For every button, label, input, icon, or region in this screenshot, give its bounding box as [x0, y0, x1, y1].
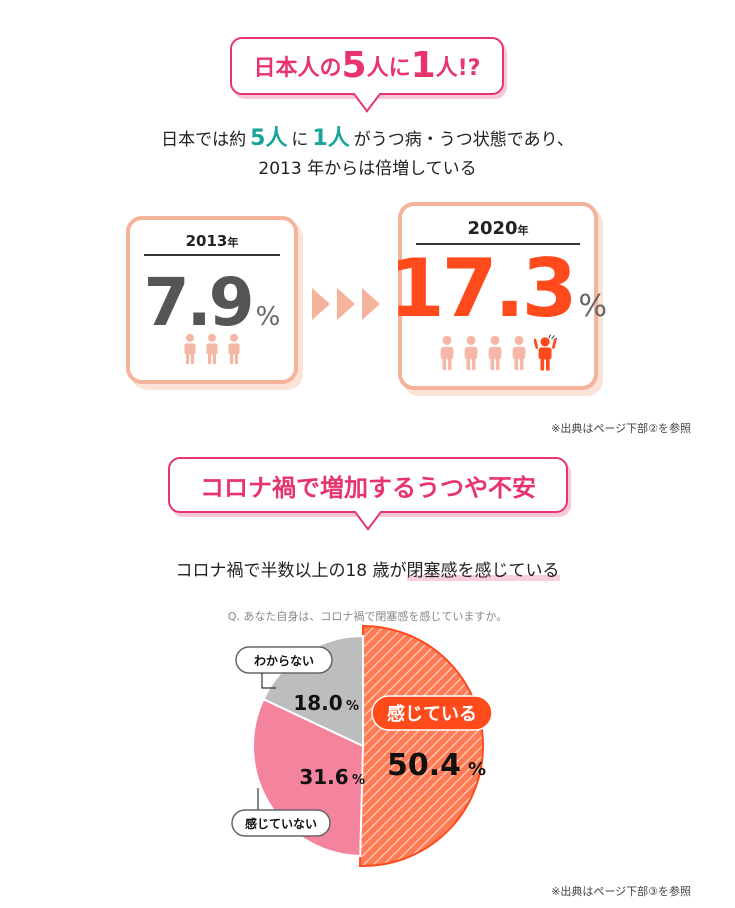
title-num2: 1 — [410, 45, 436, 86]
lead-highlight-five: 5人 — [250, 126, 288, 151]
card-year: 2020年 — [416, 218, 580, 245]
value-number: 17.3 — [389, 242, 577, 335]
person-icon — [438, 334, 456, 376]
person-icon — [510, 334, 528, 376]
title-pre: 日本人の — [253, 56, 342, 81]
slice-label-2: 感じていない — [245, 816, 317, 831]
source-note-1: ※出典はページ下部②を参照 — [551, 422, 691, 435]
slice-label-pill-1 — [371, 695, 493, 731]
section1-lead-line1: 日本では約 5人に 1人 がうつ病・うつ状態であり、 — [0, 120, 735, 152]
person-icon — [204, 332, 220, 370]
people-icons — [402, 334, 594, 376]
slice-unit-2: % — [352, 773, 365, 788]
value-number: 7.9 — [143, 264, 255, 341]
section2-lead: コロナ禍で半数以上の18 歳が閉塞感を感じている — [0, 556, 735, 581]
slice-value-1: 50.4 — [387, 748, 461, 783]
stat-card-2013: 2013年 7.9% — [126, 216, 298, 384]
slice-unit-3: % — [346, 699, 359, 714]
slice-unit-1: % — [468, 759, 486, 780]
stressed-person-icon — [533, 334, 558, 376]
pie-slice-1 — [358, 624, 484, 867]
value-unit: % — [578, 289, 607, 324]
slice-label-3: わからない — [254, 654, 314, 668]
stat-card-2020: 2020年 17.3% — [389, 202, 607, 390]
title-num1: 5 — [341, 45, 367, 86]
year-unit: 年 — [517, 224, 529, 237]
lead-text-post: がうつ病・うつ状態であり、 — [353, 130, 574, 150]
year-number: 2013 — [185, 232, 228, 250]
survey-question: Q. あなた自身は、コロナ禍で閉塞感を感じていますか。 — [227, 610, 508, 623]
lead-highlight: 閉塞感を感じている — [406, 561, 560, 581]
lead-text: コロナ禍で半数以上の18 歳が — [175, 561, 407, 581]
card-value: 7.9% — [130, 264, 294, 341]
card-year: 2013年 — [144, 232, 280, 256]
triple-arrow-icon — [312, 288, 380, 320]
lead-text-pre: 日本では約 — [161, 130, 247, 150]
year-number: 2020 — [467, 218, 518, 239]
slice-value-3: 18.0 — [293, 691, 342, 715]
section1-lead-line2: 2013 年からは倍増している — [258, 159, 477, 179]
value-unit: % — [255, 302, 281, 332]
slice-label-1: 感じている — [387, 703, 477, 725]
title-mid: 人に — [366, 56, 411, 81]
slice-value-2: 31.6 — [299, 765, 348, 789]
slice-label-pill-2 — [231, 809, 331, 837]
people-icons — [130, 332, 294, 370]
slice-callout-line-3 — [261, 673, 276, 689]
lead-highlight-one: 1人 — [312, 126, 350, 151]
section1-title-bubble: 日本人の 5 人に 1 人!? — [230, 37, 504, 113]
card-value: 17.3% — [389, 242, 607, 335]
person-icon — [462, 334, 480, 376]
lead-text-mid: に — [291, 130, 309, 150]
year-unit: 年 — [227, 236, 239, 249]
person-icon — [486, 334, 504, 376]
section2-title-bubble: コロナ禍で増加するうつや不安 — [168, 457, 568, 531]
person-icon — [226, 332, 242, 370]
title-post: 人!? — [435, 56, 481, 81]
source-note-2: ※出典はページ下部③を参照 — [551, 885, 691, 898]
person-icon — [182, 332, 198, 370]
slice-label-pill-3 — [235, 646, 333, 674]
